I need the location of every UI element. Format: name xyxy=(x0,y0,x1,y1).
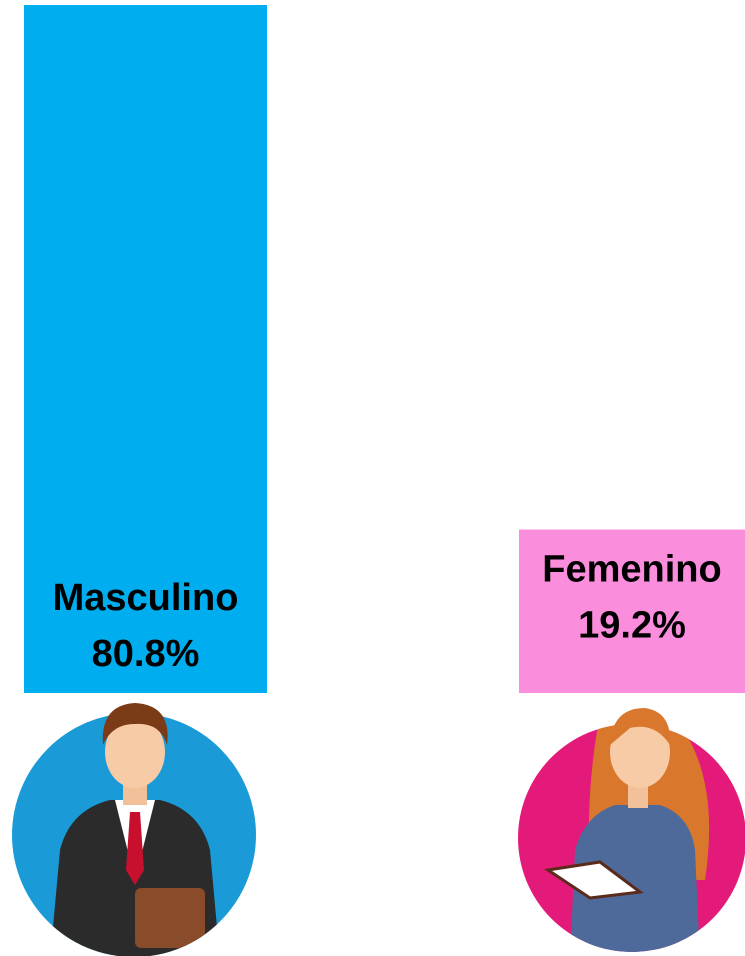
value-label: 19.2% xyxy=(578,605,686,647)
chart: Masculino 80.8% Femenino 19.2% xyxy=(0,0,745,956)
male-avatar xyxy=(12,703,256,956)
value-label: 80.8% xyxy=(92,633,200,675)
category-label: Masculino xyxy=(53,577,239,619)
category-label: Femenino xyxy=(542,549,721,591)
female-avatar xyxy=(518,707,745,956)
